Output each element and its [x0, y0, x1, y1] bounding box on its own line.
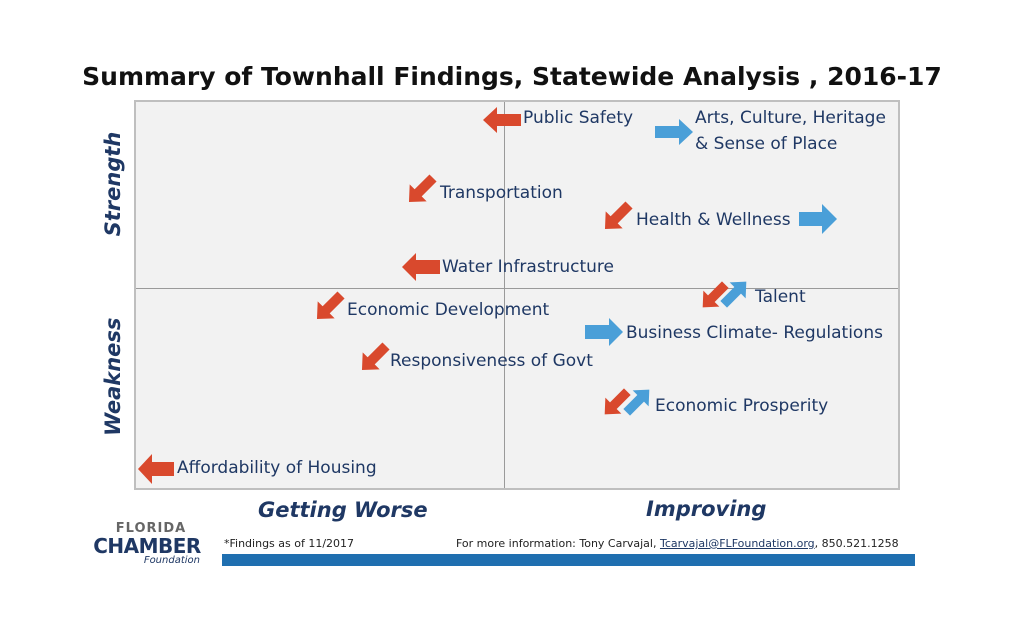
logo-foundation: Foundation [143, 555, 200, 566]
red-down-left-arrow-icon [604, 388, 631, 415]
logo-chamber: CHAMBER [93, 534, 201, 558]
axis-label-improving: Improving [646, 497, 767, 521]
item-health-wellness: Health & Wellness [636, 210, 791, 230]
contact-info: For more information: Tony Carvajal, Tca… [456, 537, 899, 550]
axis-label-weakness: Weakness [101, 317, 125, 436]
axis-label-getting-worse: Getting Worse [258, 498, 428, 522]
item-transportation: Transportation [440, 183, 563, 203]
blue-up-right-arrow-icon [720, 281, 747, 308]
item-economic-development: Economic Development [347, 300, 550, 320]
footnote: *Findings as of 11/2017 [224, 537, 355, 550]
quadrant-panel [134, 100, 900, 490]
blue-right-arrow-icon [585, 318, 623, 346]
red-down-left-arrow-icon [604, 201, 633, 230]
item-business-climate: Business Climate- Regulations [626, 323, 883, 343]
horizontal-divider [136, 288, 898, 289]
item-talent: Talent [755, 287, 806, 307]
item-affordability-housing: Affordability of Housing [177, 458, 377, 478]
vertical-divider [504, 102, 505, 488]
red-left-arrow-icon [483, 107, 521, 133]
item-economic-prosperity: Economic Prosperity [655, 396, 829, 416]
red-left-arrow-icon [138, 454, 174, 484]
red-down-left-arrow-icon [361, 342, 390, 371]
axis-label-strength: Strength [101, 131, 125, 237]
page-title: Summary of Townhall Findings, Statewide … [82, 62, 942, 91]
contact-email-link[interactable]: Tcarvajal@FLFoundation.org [659, 537, 815, 550]
red-down-left-arrow-icon [408, 174, 437, 203]
red-down-left-arrow-icon [316, 291, 345, 320]
red-left-arrow-icon [402, 253, 440, 281]
item-arts-line1: Arts, Culture, Heritage [695, 108, 886, 128]
blue-up-right-arrow-icon [623, 389, 650, 416]
blue-right-arrow-icon [799, 204, 837, 234]
red-down-left-arrow-icon [702, 281, 729, 308]
item-water-infrastructure: Water Infrastructure [442, 257, 614, 277]
item-public-safety: Public Safety [523, 108, 634, 128]
item-responsiveness-govt: Responsiveness of Govt [390, 351, 593, 371]
contact-prefix: For more information: Tony Carvajal, [456, 537, 660, 550]
logo-florida: FLORIDA [115, 521, 187, 536]
contact-suffix: , 850.521.1258 [814, 537, 899, 550]
item-arts-line2: & Sense of Place [695, 134, 838, 154]
footer-bar [222, 554, 915, 566]
blue-right-arrow-icon [655, 119, 693, 145]
